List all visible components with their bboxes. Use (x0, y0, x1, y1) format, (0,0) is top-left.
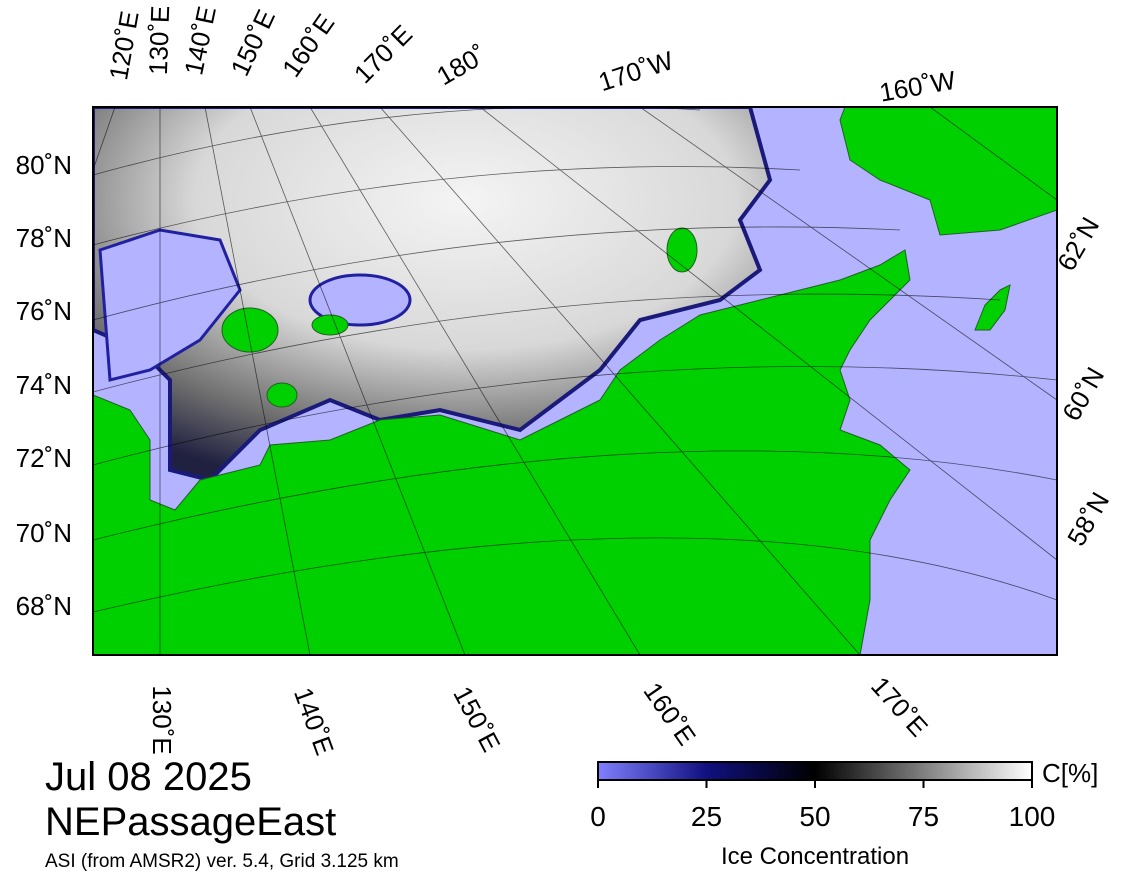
graticule-label: 170˚E (348, 19, 418, 89)
graticule-label: 140˚E (288, 684, 340, 759)
island (311, 314, 349, 336)
graticule-label: 62˚N (1051, 212, 1105, 276)
graticule-label: 78˚N (16, 223, 72, 253)
sea-ice (93, 107, 773, 483)
graticule-label: 160˚W (877, 65, 958, 108)
land (93, 249, 911, 655)
island (666, 227, 698, 273)
colorbar-tick-label: 75 (908, 801, 939, 832)
graticule-label: 60˚N (1056, 362, 1110, 426)
graticule-label: 80˚N (16, 150, 72, 180)
graticule-label: 120˚E (103, 9, 145, 83)
graticule-label: 170˚E (865, 671, 934, 743)
graticule-label: 68˚N (16, 591, 72, 621)
graticule-label: 170˚W (595, 45, 678, 97)
graticule-label: 74˚N (16, 370, 72, 400)
open-water (308, 273, 412, 327)
graticule-label: 150˚E (224, 5, 281, 81)
graticule-label: 76˚N (16, 296, 72, 326)
graticule-label: 160˚E (276, 8, 340, 82)
colorbar (597, 761, 1033, 781)
island (221, 307, 279, 353)
graticule-label: 150˚E (447, 681, 506, 756)
graticule-label: 130˚E (147, 685, 177, 754)
colorbar-tick-label: 100 (1009, 801, 1056, 832)
region: NEPassageEast (45, 800, 336, 844)
colorbar-tick-label: 0 (590, 801, 606, 832)
graticule-label: 140˚E (178, 4, 222, 78)
colorbar-label: Ice Concentration (721, 843, 909, 870)
map (93, 107, 1057, 655)
graticule-label: 72˚N (16, 443, 72, 473)
graticule-label: 70˚N (16, 518, 72, 548)
colorbar-tick-label: 25 (691, 801, 722, 832)
graticule-label: 160˚E (638, 677, 702, 751)
graticule-label: 180˚ (431, 39, 491, 91)
open-water (98, 228, 242, 382)
date: Jul 08 2025 (45, 755, 252, 799)
land (974, 284, 1011, 331)
source: ASI (from AMSR2) ver. 5.4, Grid 3.125 km (45, 851, 399, 872)
land (839, 107, 1057, 236)
colorbar-unit: C[%] (1042, 758, 1098, 788)
map-frame (92, 106, 1058, 656)
graticule (93, 107, 1057, 655)
graticule-label: 58˚N (1061, 487, 1115, 551)
island (266, 382, 298, 408)
colorbar-tick-label: 50 (799, 801, 830, 832)
graticule-label: 130˚E (143, 5, 175, 75)
